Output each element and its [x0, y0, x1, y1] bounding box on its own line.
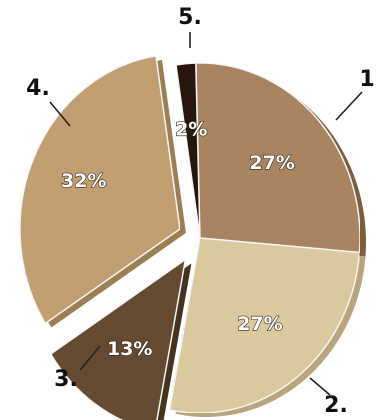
- slice-category-label-5: 5.: [178, 5, 202, 30]
- slice-5: [175, 62, 201, 239]
- slice-value-label-5: 2%: [175, 118, 207, 140]
- leader-line-2: [309, 377, 331, 396]
- slice-category-label-4: 4.: [26, 76, 50, 101]
- slice-3: [49, 257, 187, 420]
- slice-value-label-4: 32%: [61, 170, 106, 192]
- slice-tops: [19, 55, 361, 420]
- slice-category-label-1: 1: [359, 67, 374, 92]
- slice-4: [19, 55, 181, 325]
- slice-value-label-2: 27%: [237, 313, 282, 335]
- slice-value-label-3: 13%: [107, 338, 152, 360]
- leader-line-4: [49, 101, 71, 127]
- leader-line-1: [335, 91, 363, 121]
- slice-category-label-2: 2.: [324, 393, 348, 418]
- leader-lines: [49, 32, 363, 396]
- slice-1: [195, 62, 361, 254]
- slice-2: [168, 237, 361, 414]
- slice-labels: 27% 1 27% 2. 13% 3. 32% 4. 2% 5.: [26, 5, 374, 418]
- leader-line-3: [79, 345, 101, 371]
- slice-category-label-3: 3.: [54, 367, 78, 392]
- slice-value-label-1: 27%: [249, 152, 294, 174]
